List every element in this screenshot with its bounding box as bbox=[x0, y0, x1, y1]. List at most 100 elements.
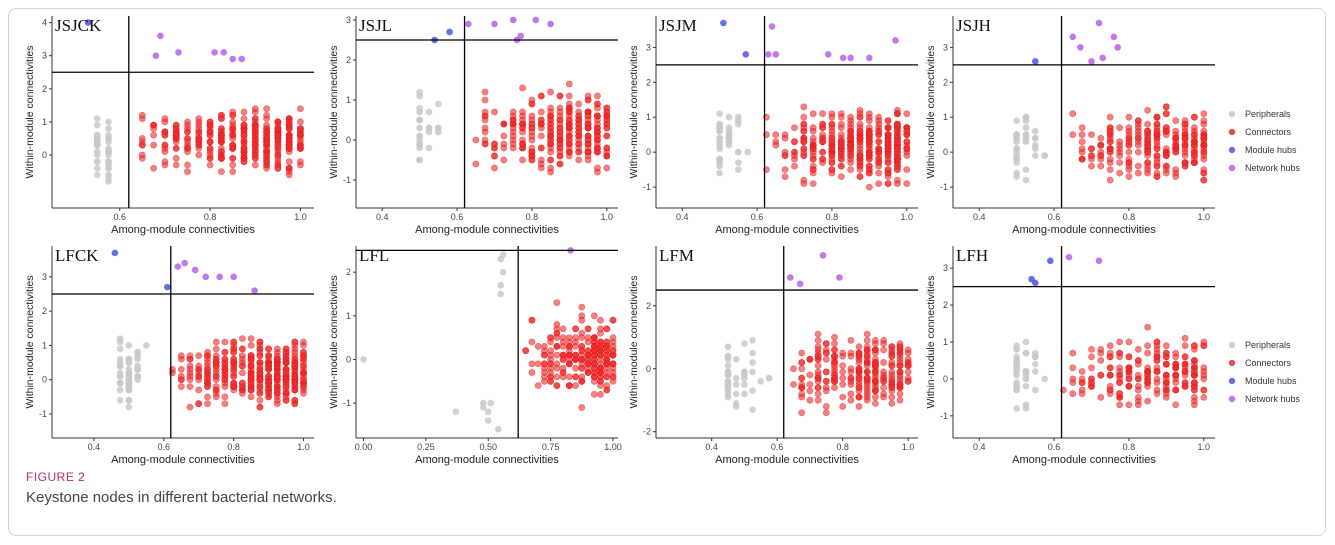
data-point bbox=[501, 121, 507, 127]
data-point bbox=[1079, 132, 1085, 138]
data-point bbox=[876, 139, 882, 145]
data-point bbox=[897, 344, 903, 350]
data-point bbox=[1032, 128, 1038, 134]
data-point bbox=[1079, 380, 1085, 386]
legend-swatch bbox=[1229, 396, 1235, 402]
data-point bbox=[1014, 139, 1020, 145]
data-point bbox=[566, 339, 572, 345]
y-tick-label: 1 bbox=[646, 112, 651, 122]
y-tick-label: 4 bbox=[42, 18, 47, 28]
data-point bbox=[848, 397, 854, 403]
y-axis-label: Within-module connectivities bbox=[328, 45, 340, 178]
legend-label: Module hubs bbox=[1245, 376, 1297, 386]
y-axis-label: Within-module connectivities bbox=[24, 45, 36, 178]
data-point bbox=[566, 125, 572, 131]
data-point bbox=[266, 380, 272, 386]
legend-swatch bbox=[1229, 111, 1235, 117]
data-point bbox=[836, 274, 842, 280]
data-point bbox=[579, 348, 585, 354]
legend-label: Network hubs bbox=[1245, 394, 1301, 404]
data-point bbox=[126, 370, 132, 376]
data-point bbox=[151, 142, 157, 148]
data-point bbox=[815, 391, 821, 397]
data-point bbox=[820, 132, 826, 138]
y-tick-label: 3 bbox=[42, 272, 47, 282]
data-point bbox=[252, 162, 258, 168]
data-point bbox=[557, 109, 563, 115]
data-point bbox=[889, 353, 895, 359]
data-point bbox=[1135, 118, 1141, 124]
data-point bbox=[604, 361, 610, 367]
data-point bbox=[1191, 160, 1197, 166]
data-point bbox=[848, 125, 854, 131]
data-point bbox=[275, 165, 281, 171]
data-point bbox=[1145, 163, 1151, 169]
panel-title: LFH bbox=[956, 246, 988, 265]
series-peripherals bbox=[94, 116, 112, 185]
data-point bbox=[213, 360, 219, 366]
data-point bbox=[1088, 354, 1094, 360]
data-point bbox=[283, 394, 289, 400]
data-point bbox=[1032, 280, 1038, 286]
figure-caption: Keystone nodes in different bacterial ne… bbox=[26, 489, 337, 506]
x-tick-label: 0.8 bbox=[826, 212, 839, 222]
data-point bbox=[162, 132, 168, 138]
data-point bbox=[604, 374, 610, 380]
panel-jsjm: 0.4 0.6 0.8 1.0-10123Among-module connectiv… bbox=[628, 16, 918, 236]
data-point bbox=[769, 23, 775, 29]
data-point bbox=[810, 146, 816, 152]
data-point bbox=[799, 385, 805, 391]
data-point bbox=[856, 385, 862, 391]
data-point bbox=[1173, 387, 1179, 393]
data-point bbox=[184, 139, 190, 145]
data-point bbox=[717, 146, 723, 152]
x-tick-label: 0.8 bbox=[1123, 212, 1136, 222]
data-point bbox=[560, 326, 566, 332]
data-point bbox=[840, 403, 846, 409]
data-point bbox=[283, 384, 289, 390]
y-tick-label: 2 bbox=[646, 77, 651, 87]
data-point bbox=[1182, 160, 1188, 166]
data-point bbox=[1023, 167, 1029, 173]
data-point bbox=[885, 139, 891, 145]
data-point bbox=[881, 359, 887, 365]
data-point bbox=[1079, 139, 1085, 145]
data-point bbox=[594, 113, 600, 119]
data-point bbox=[1135, 135, 1141, 141]
data-point bbox=[482, 97, 488, 103]
data-point bbox=[510, 109, 516, 115]
data-point bbox=[1126, 402, 1132, 408]
data-point bbox=[264, 152, 270, 158]
data-point bbox=[725, 372, 731, 378]
x-tick-label: 1.0 bbox=[1198, 212, 1211, 222]
data-point bbox=[112, 250, 118, 256]
data-point bbox=[1014, 146, 1020, 152]
data-point bbox=[221, 49, 227, 55]
data-point bbox=[838, 114, 844, 120]
data-point bbox=[1191, 343, 1197, 349]
data-point bbox=[426, 109, 432, 115]
data-point bbox=[856, 394, 862, 400]
data-point bbox=[175, 264, 181, 270]
data-point bbox=[162, 159, 168, 165]
x-tick-label: 0.4 bbox=[973, 212, 986, 222]
data-point bbox=[264, 112, 270, 118]
y-axis-label: Within-module connectivities bbox=[328, 275, 340, 408]
data-point bbox=[1201, 142, 1207, 148]
data-point bbox=[1014, 387, 1020, 393]
data-point bbox=[904, 167, 910, 173]
data-point bbox=[1154, 357, 1160, 363]
data-point bbox=[735, 167, 741, 173]
data-point bbox=[231, 339, 237, 345]
data-point bbox=[275, 132, 281, 138]
y-tick-label: 1 bbox=[346, 95, 351, 105]
data-point bbox=[876, 156, 882, 162]
data-point bbox=[801, 181, 807, 187]
data-point bbox=[252, 288, 258, 294]
data-point bbox=[292, 346, 298, 352]
data-point bbox=[894, 121, 900, 127]
y-tick-label: 2 bbox=[42, 306, 47, 316]
data-point bbox=[417, 109, 423, 115]
data-point bbox=[894, 139, 900, 145]
data-point bbox=[283, 349, 289, 355]
